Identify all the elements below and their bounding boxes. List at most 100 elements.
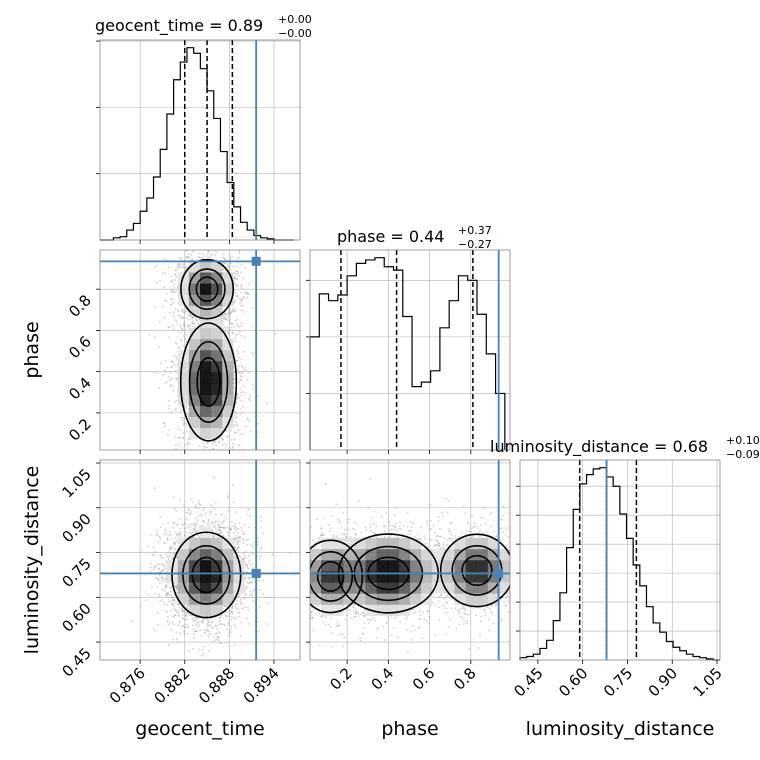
sample-point <box>212 534 214 537</box>
sample-point <box>201 253 203 256</box>
sample-point <box>172 450 174 452</box>
sample-point <box>197 256 200 259</box>
sample-point <box>239 372 242 375</box>
sample-point <box>237 371 240 374</box>
sample-point <box>173 584 176 587</box>
sample-point <box>252 589 255 592</box>
sample-point <box>218 524 221 527</box>
sample-point <box>181 263 184 266</box>
sample-point <box>228 331 230 334</box>
sample-point <box>252 600 254 602</box>
sample-point <box>177 461 179 463</box>
sample-point <box>163 258 165 261</box>
sample-point <box>274 333 277 336</box>
sample-point <box>185 266 188 269</box>
sample-point <box>171 596 174 599</box>
sample-point <box>182 436 184 439</box>
sample-point <box>214 525 217 527</box>
sample-point <box>244 425 247 428</box>
sample-point <box>178 347 181 349</box>
sample-point <box>160 362 163 365</box>
sample-point <box>182 609 185 612</box>
sample-point <box>206 625 209 628</box>
sample-point <box>240 365 243 368</box>
sample-point <box>200 241 202 243</box>
sample-point <box>232 448 234 450</box>
sample-point <box>249 581 252 584</box>
sample-point <box>175 524 178 526</box>
density-cell <box>177 372 190 384</box>
sample-point <box>234 546 237 549</box>
sample-point <box>226 604 229 607</box>
sample-point <box>166 593 169 595</box>
sample-point <box>179 411 182 413</box>
sample-point <box>242 539 245 542</box>
sample-point <box>167 376 170 378</box>
sample-point <box>194 450 196 452</box>
sample-point <box>203 645 206 648</box>
sample-point <box>174 613 177 616</box>
sample-point <box>229 319 231 321</box>
sample-point <box>170 377 173 380</box>
sample-point <box>197 507 200 510</box>
sample-point <box>233 301 236 304</box>
sample-point <box>242 558 245 560</box>
sample-point <box>226 264 229 266</box>
sample-point <box>246 565 249 568</box>
sample-point <box>239 635 242 638</box>
sample-point <box>179 324 182 327</box>
sample-point <box>214 624 217 627</box>
sample-point <box>227 334 230 337</box>
density-cell <box>211 272 223 284</box>
sample-point <box>234 299 237 301</box>
sample-point <box>157 567 160 570</box>
sample-point <box>201 619 203 622</box>
sample-point <box>178 614 181 617</box>
sample-point <box>216 638 218 640</box>
sample-point <box>182 335 185 337</box>
sample-point <box>163 579 166 582</box>
sample-point <box>238 297 241 300</box>
sample-point <box>237 541 239 544</box>
sample-point <box>233 537 236 540</box>
sample-point <box>163 565 166 568</box>
sample-point <box>174 269 177 272</box>
sample-point <box>218 618 221 621</box>
sample-point <box>270 368 273 371</box>
sample-point <box>175 510 178 513</box>
sample-point <box>241 405 244 408</box>
sample-point <box>225 615 228 618</box>
sample-point <box>168 335 171 338</box>
sample-point <box>247 622 250 625</box>
sample-point <box>206 442 209 445</box>
sample-point <box>191 316 194 319</box>
sample-point <box>233 279 236 282</box>
sample-point <box>191 460 193 462</box>
sample-point <box>241 324 243 327</box>
sample-point <box>194 617 197 619</box>
sample-point <box>193 322 196 325</box>
sample-point <box>236 548 239 551</box>
sample-point <box>238 596 241 598</box>
sample-point <box>173 548 176 550</box>
sample-point <box>262 579 265 582</box>
sample-point <box>156 586 159 588</box>
sample-point <box>241 456 243 458</box>
sample-point <box>183 325 186 328</box>
sample-point <box>168 408 170 411</box>
density-cell <box>188 361 201 373</box>
sample-point <box>166 620 169 623</box>
sample-point <box>257 579 260 582</box>
sample-point <box>245 586 247 589</box>
sample-point <box>248 419 251 422</box>
sample-point <box>237 615 240 618</box>
density-cell <box>200 350 212 362</box>
sample-point <box>168 593 171 596</box>
sample-point <box>195 246 197 248</box>
sample-point <box>191 619 194 622</box>
sample-point <box>156 372 159 374</box>
sample-point <box>238 536 241 539</box>
sample-point <box>257 555 260 558</box>
sample-point <box>215 625 218 628</box>
sample-point <box>230 520 233 523</box>
